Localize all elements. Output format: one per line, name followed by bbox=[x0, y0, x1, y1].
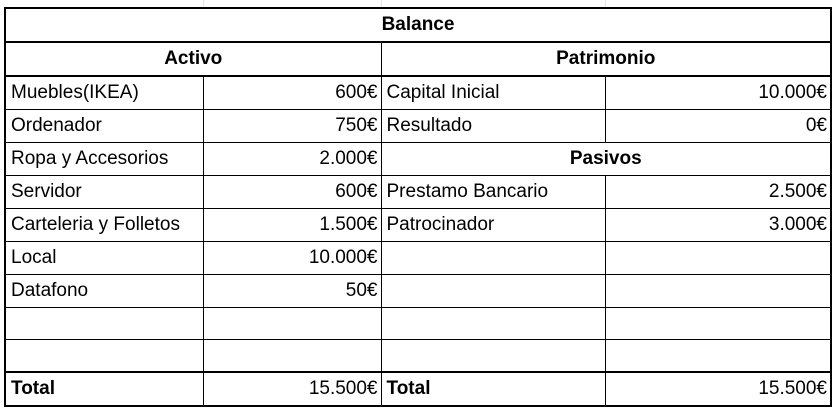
activo-label-cell[interactable]: Local bbox=[4, 241, 204, 275]
table-row bbox=[4, 307, 832, 340]
section-header-row: Activo Patrimonio bbox=[4, 41, 832, 77]
patrimonio-value-cell[interactable]: 10.000€ bbox=[604, 75, 832, 110]
empty-cell[interactable] bbox=[604, 241, 832, 275]
table-row: Datafono 50€ bbox=[4, 274, 832, 308]
balance-title-cell[interactable]: Balance bbox=[4, 7, 832, 43]
balance-table: Balance Activo Patrimonio Muebles(IKEA) … bbox=[4, 7, 832, 407]
activo-label-cell[interactable]: Carteleria y Folletos bbox=[4, 208, 204, 242]
empty-cell[interactable] bbox=[380, 307, 606, 340]
empty-cell[interactable] bbox=[604, 307, 832, 340]
table-row: Carteleria y Folletos 1.500€ Patrocinado… bbox=[4, 208, 832, 242]
pasivos-label-cell[interactable]: Prestamo Bancario bbox=[380, 175, 606, 209]
pasivos-value-cell[interactable]: 3.000€ bbox=[604, 208, 832, 242]
empty-cell[interactable] bbox=[604, 274, 832, 308]
activo-total-value-cell[interactable]: 15.500€ bbox=[202, 370, 382, 407]
activo-label-cell[interactable]: Servidor bbox=[4, 175, 204, 209]
activo-label-cell[interactable]: Ordenador bbox=[4, 109, 204, 143]
pasivos-label-cell[interactable]: Patrocinador bbox=[380, 208, 606, 242]
activo-label-cell[interactable]: Ropa y Accesorios bbox=[4, 142, 204, 176]
pasivos-total-label-cell[interactable]: Total bbox=[380, 370, 606, 407]
grid-line bbox=[605, 0, 606, 8]
patrimonio-label-cell[interactable]: Capital Inicial bbox=[380, 75, 606, 110]
patrimonio-value-cell[interactable]: 0€ bbox=[604, 109, 832, 143]
grid-line bbox=[203, 0, 204, 8]
activo-value-cell[interactable]: 10.000€ bbox=[202, 241, 382, 275]
activo-value-cell[interactable]: 2.000€ bbox=[202, 142, 382, 176]
patrimonio-heading-cell[interactable]: Patrimonio bbox=[380, 41, 832, 77]
empty-cell[interactable] bbox=[380, 339, 606, 372]
empty-cell[interactable] bbox=[4, 307, 204, 340]
activo-value-cell[interactable]: 1.500€ bbox=[202, 208, 382, 242]
title-row: Balance bbox=[4, 7, 832, 43]
activo-value-cell[interactable]: 600€ bbox=[202, 175, 382, 209]
table-row: Muebles(IKEA) 600€ Capital Inicial 10.00… bbox=[4, 75, 832, 110]
empty-cell[interactable] bbox=[4, 339, 204, 372]
table-row: Ropa y Accesorios 2.000€ Pasivos bbox=[4, 142, 832, 176]
empty-cell[interactable] bbox=[202, 339, 382, 372]
activo-value-cell[interactable]: 750€ bbox=[202, 109, 382, 143]
empty-cell[interactable] bbox=[604, 339, 832, 372]
table-row: Ordenador 750€ Resultado 0€ bbox=[4, 109, 832, 143]
patrimonio-label-cell[interactable]: Resultado bbox=[380, 109, 606, 143]
activo-value-cell[interactable]: 50€ bbox=[202, 274, 382, 308]
pasivos-total-value-cell[interactable]: 15.500€ bbox=[604, 370, 832, 407]
pasivos-heading-cell[interactable]: Pasivos bbox=[380, 142, 832, 176]
grid-line bbox=[381, 0, 382, 8]
table-row: Servidor 600€ Prestamo Bancario 2.500€ bbox=[4, 175, 832, 209]
total-row: Total 15.500€ Total 15.500€ bbox=[4, 370, 832, 407]
activo-value-cell[interactable]: 600€ bbox=[202, 75, 382, 110]
empty-cell[interactable] bbox=[202, 307, 382, 340]
empty-cell[interactable] bbox=[380, 274, 606, 308]
activo-heading-cell[interactable]: Activo bbox=[4, 41, 382, 77]
table-row bbox=[4, 339, 832, 372]
activo-label-cell[interactable]: Muebles(IKEA) bbox=[4, 75, 204, 110]
activo-total-label-cell[interactable]: Total bbox=[4, 370, 204, 407]
activo-label-cell[interactable]: Datafono bbox=[4, 274, 204, 308]
pasivos-value-cell[interactable]: 2.500€ bbox=[604, 175, 832, 209]
table-row: Local 10.000€ bbox=[4, 241, 832, 275]
empty-cell[interactable] bbox=[380, 241, 606, 275]
